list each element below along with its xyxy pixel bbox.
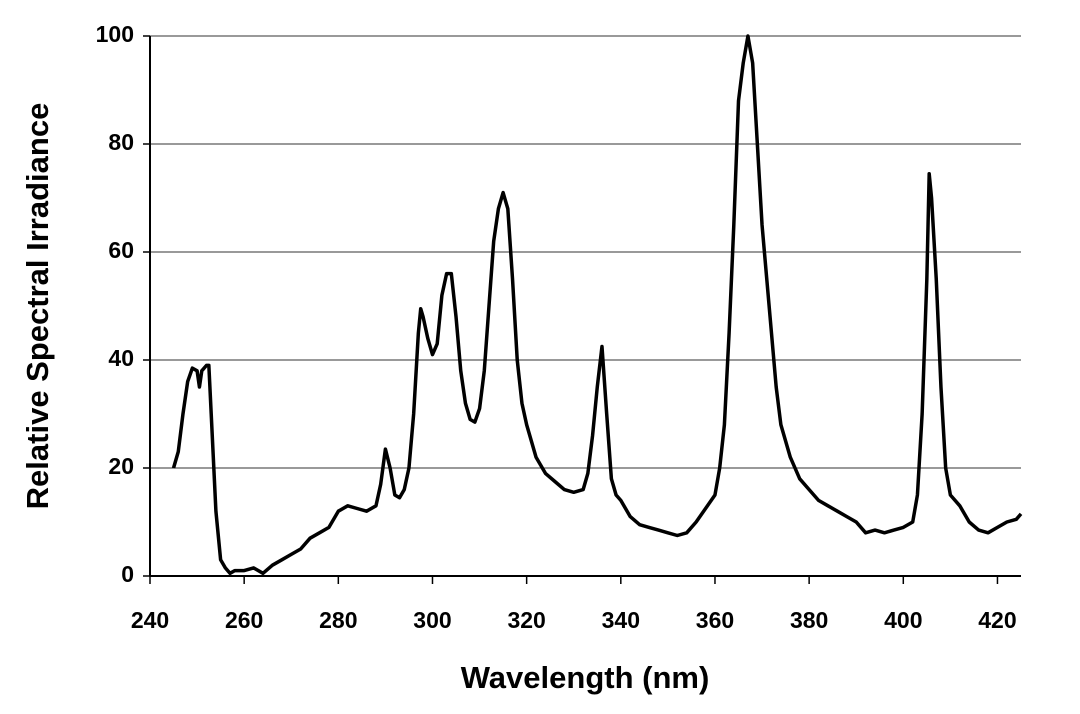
x-tick-label: 240 [131, 607, 169, 633]
x-tick-label: 300 [413, 607, 451, 633]
y-tick-label: 80 [108, 129, 134, 155]
x-tick-label: 360 [696, 607, 734, 633]
x-tick-label: 380 [790, 607, 828, 633]
x-tick-label: 400 [884, 607, 922, 633]
y-tick-label: 20 [108, 453, 134, 479]
y-tick-label: 100 [96, 21, 134, 47]
y-tick-label: 0 [121, 561, 134, 587]
y-axis-title: Relative Spectral Irradiance [20, 103, 55, 510]
x-tick-label: 340 [602, 607, 640, 633]
x-tick-label: 420 [978, 607, 1016, 633]
spectrum-line [171, 34, 1023, 576]
y-tick-label: 40 [108, 345, 134, 371]
y-tick-label: 60 [108, 237, 134, 263]
x-axis-title: Wavelength (nm) [461, 660, 710, 695]
x-tick-label: 280 [319, 607, 357, 633]
x-tick-label: 320 [507, 607, 545, 633]
x-tick-label: 260 [225, 607, 263, 633]
